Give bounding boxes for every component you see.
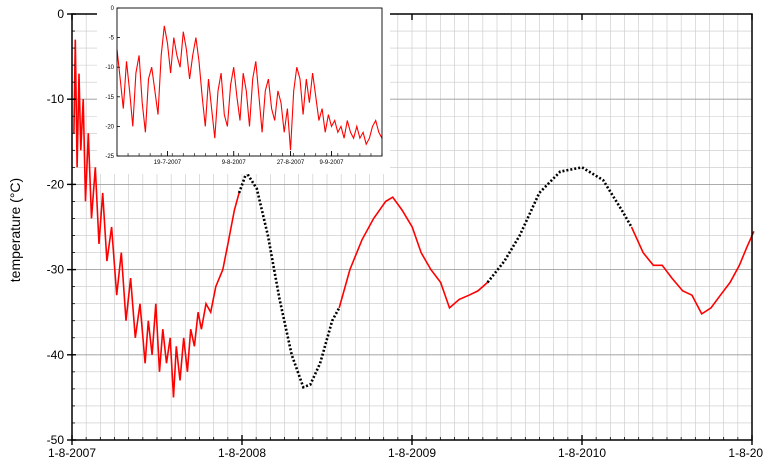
inset-chart: 0 -5 -10 -15 -20 -25 19-7-2007 9-8-2007 27-8-200… [97,2,390,174]
y-tick-label: 0 [57,7,64,21]
x-tick-label: 1-8-2011 [728,446,763,460]
inset-y-tick-label: -25 [105,154,114,160]
series-line-3 [338,196,489,310]
main-axes: 0-10-20-30-40-501-8-2007 1-8-2008 1-8-2009… [47,7,763,460]
inset-y-tick-label: -15 [105,95,114,101]
x-tick-label: 1-8-2008 [218,446,266,460]
inset-x-tick-label: 9-9-2007 [320,160,345,166]
x-tick-label: 1-8-2009 [388,446,436,460]
y-axis-title: temperature (°C) [7,178,23,282]
x-tick-label: 1-8-2007 [48,446,96,460]
y-tick-label: -50 [47,433,65,447]
inset-y-tick-label: -20 [105,124,114,130]
y-tick-label: -40 [47,348,65,362]
inset-x-tick-label: 27-8-2007 [277,160,305,166]
inset-y-tick-label: -10 [105,65,114,71]
inset-x-tick-label: 9-8-2007 [222,160,247,166]
y-tick-label: -30 [47,263,65,277]
main-series-layer [73,39,755,398]
y-tick-label: -10 [47,92,65,106]
inset-background [97,2,390,174]
inset-y-tick-label: -5 [109,36,115,42]
x-tick-label: 1-8-2010 [558,446,606,460]
y-tick-label: -20 [47,177,65,191]
inset-x-tick-label: 19-7-2007 [154,160,182,166]
series-line-1 [73,39,240,398]
series-line-5 [630,226,755,316]
inset-y-tick-label: 0 [111,6,115,12]
series-line-4 [486,166,633,284]
inset-series-line-1 [116,25,383,151]
